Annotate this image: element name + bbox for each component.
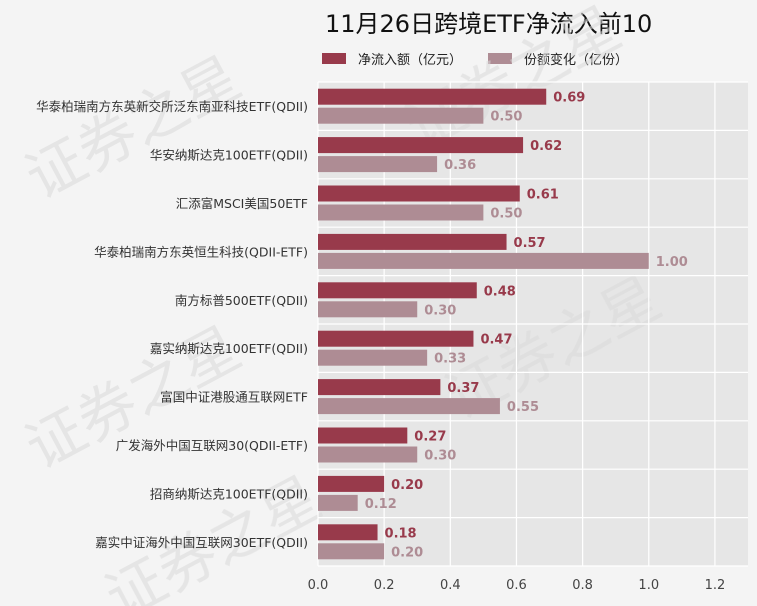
legend-label-share-change: 份额变化（亿份） [524, 52, 629, 68]
y-tick-label: 嘉实中证海外中国互联网30ETF(QDII) [95, 535, 308, 550]
bar-net-inflow [318, 233, 507, 250]
bar-share-change [318, 446, 418, 463]
y-tick-label: 招商纳斯达克100ETF(QDII) [150, 486, 308, 501]
y-tick-label: 富国中证港股通互联网ETF [160, 390, 308, 405]
x-tick-label: 0.4 [440, 578, 461, 593]
data-label-share-change: 0.55 [507, 400, 539, 415]
legend-item-share-change: 份额变化（亿份） [488, 49, 628, 68]
data-label-net-inflow: 0.47 [480, 333, 512, 348]
y-tick-label: 南方标普500ETF(QDII) [175, 293, 308, 308]
data-label-net-inflow: 0.69 [553, 91, 585, 106]
data-label-net-inflow: 0.27 [414, 430, 446, 445]
x-tick-label: 1.2 [705, 578, 726, 593]
data-label-net-inflow: 0.57 [514, 236, 546, 251]
y-tick-label: 嘉实纳斯达克100ETF(QDII) [150, 341, 308, 356]
legend-swatch-net-inflow [322, 52, 346, 64]
data-label-share-change: 0.33 [434, 352, 466, 367]
data-label-net-inflow: 0.62 [530, 139, 562, 154]
bar-net-inflow [318, 137, 524, 154]
x-tick-label: 0.2 [374, 578, 395, 593]
bar-net-inflow [318, 185, 520, 202]
bar-share-change [318, 156, 438, 173]
x-tick-label: 1.0 [638, 578, 659, 593]
y-tick-label: 华安纳斯达克100ETF(QDII) [150, 148, 308, 163]
data-label-net-inflow: 0.20 [391, 478, 423, 493]
bar-net-inflow [318, 282, 477, 299]
legend: 净流入额（亿元） 份额变化（亿份） [322, 48, 654, 68]
data-label-share-change: 0.50 [490, 110, 522, 125]
data-label-share-change: 0.30 [424, 303, 456, 318]
data-label-net-inflow: 0.37 [447, 381, 479, 396]
bar-share-change [318, 543, 385, 560]
data-label-share-change: 1.00 [656, 255, 688, 270]
x-tick-label: 0.0 [308, 578, 329, 593]
data-label-net-inflow: 0.18 [385, 526, 417, 541]
data-label-share-change: 0.12 [365, 497, 397, 512]
bar-net-inflow [318, 475, 385, 492]
bar-share-change [318, 252, 649, 269]
bar-net-inflow [318, 88, 547, 105]
bar-share-change [318, 107, 484, 124]
x-tick-label: 0.6 [506, 578, 527, 593]
bar-net-inflow [318, 330, 474, 347]
watermark-text: 证券之星 [15, 43, 252, 212]
x-tick-label: 0.8 [572, 578, 593, 593]
y-tick-label: 华泰柏瑞南方东英新交所泛东南亚科技ETF(QDII) [36, 99, 308, 114]
data-label-share-change: 0.20 [391, 545, 423, 560]
y-tick-label: 汇添富MSCI美国50ETF [176, 196, 308, 211]
bar-share-change [318, 204, 484, 221]
bar-net-inflow [318, 524, 378, 541]
bar-net-inflow [318, 427, 408, 444]
data-label-share-change: 0.30 [424, 449, 456, 464]
data-label-net-inflow: 0.48 [484, 284, 516, 299]
bar-net-inflow [318, 379, 441, 396]
bar-share-change [318, 494, 358, 511]
data-label-share-change: 0.50 [490, 207, 522, 222]
data-label-net-inflow: 0.61 [527, 188, 559, 203]
legend-item-net-inflow: 净流入额（亿元） [322, 49, 462, 68]
data-label-share-change: 0.36 [444, 158, 476, 173]
chart-title: 11月26日跨境ETF净流入前10 [325, 10, 653, 38]
legend-label-net-inflow: 净流入额（亿元） [358, 52, 463, 68]
legend-swatch-share-change [488, 52, 513, 64]
bar-share-change [318, 349, 428, 366]
bar-share-change [318, 398, 500, 415]
y-tick-label: 华泰柏瑞南方东英恒生科技(QDII-ETF) [94, 244, 308, 259]
bar-share-change [318, 301, 418, 318]
y-tick-label: 广发海外中国互联网30(QDII-ETF) [116, 438, 308, 453]
